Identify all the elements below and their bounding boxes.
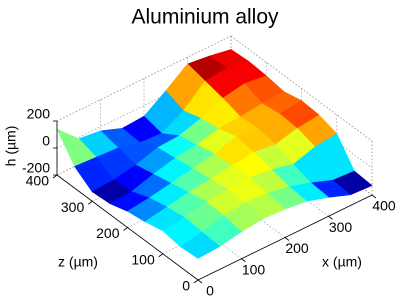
h-tick-label: -200 <box>22 160 50 176</box>
x-tick <box>284 237 290 241</box>
z-tick-label: 0 <box>182 278 190 294</box>
z-axis-label: z (µm) <box>58 254 98 270</box>
z-tick-label: 400 <box>26 173 50 189</box>
x-axis-label: x (µm) <box>322 254 362 270</box>
h-tick-label: 0 <box>42 133 50 149</box>
x-tick-label: 400 <box>372 198 396 214</box>
h-axis-label: h (µm) <box>3 126 19 167</box>
x-tick <box>197 279 203 284</box>
x-tick-label: 0 <box>206 283 214 299</box>
z-tick-label: 200 <box>96 225 120 241</box>
z-tick-label: 300 <box>61 199 85 215</box>
x-tick-label: 100 <box>242 261 266 277</box>
z-tick <box>52 174 58 179</box>
x-tick <box>241 258 246 263</box>
chart-title: Aluminium alloy <box>131 6 279 29</box>
grid-line <box>56 35 232 122</box>
h-tick-label: 200 <box>27 106 51 122</box>
z-tick-label: 100 <box>131 251 155 267</box>
x-tick-label: 300 <box>329 219 353 235</box>
z-tick <box>123 227 128 231</box>
x-tick-label: 200 <box>285 240 309 256</box>
x-tick <box>328 215 333 220</box>
surface-patch <box>179 231 221 259</box>
z-tick <box>193 279 199 284</box>
z-tick <box>158 253 163 258</box>
z-tick <box>88 200 93 205</box>
x-tick <box>371 194 377 199</box>
